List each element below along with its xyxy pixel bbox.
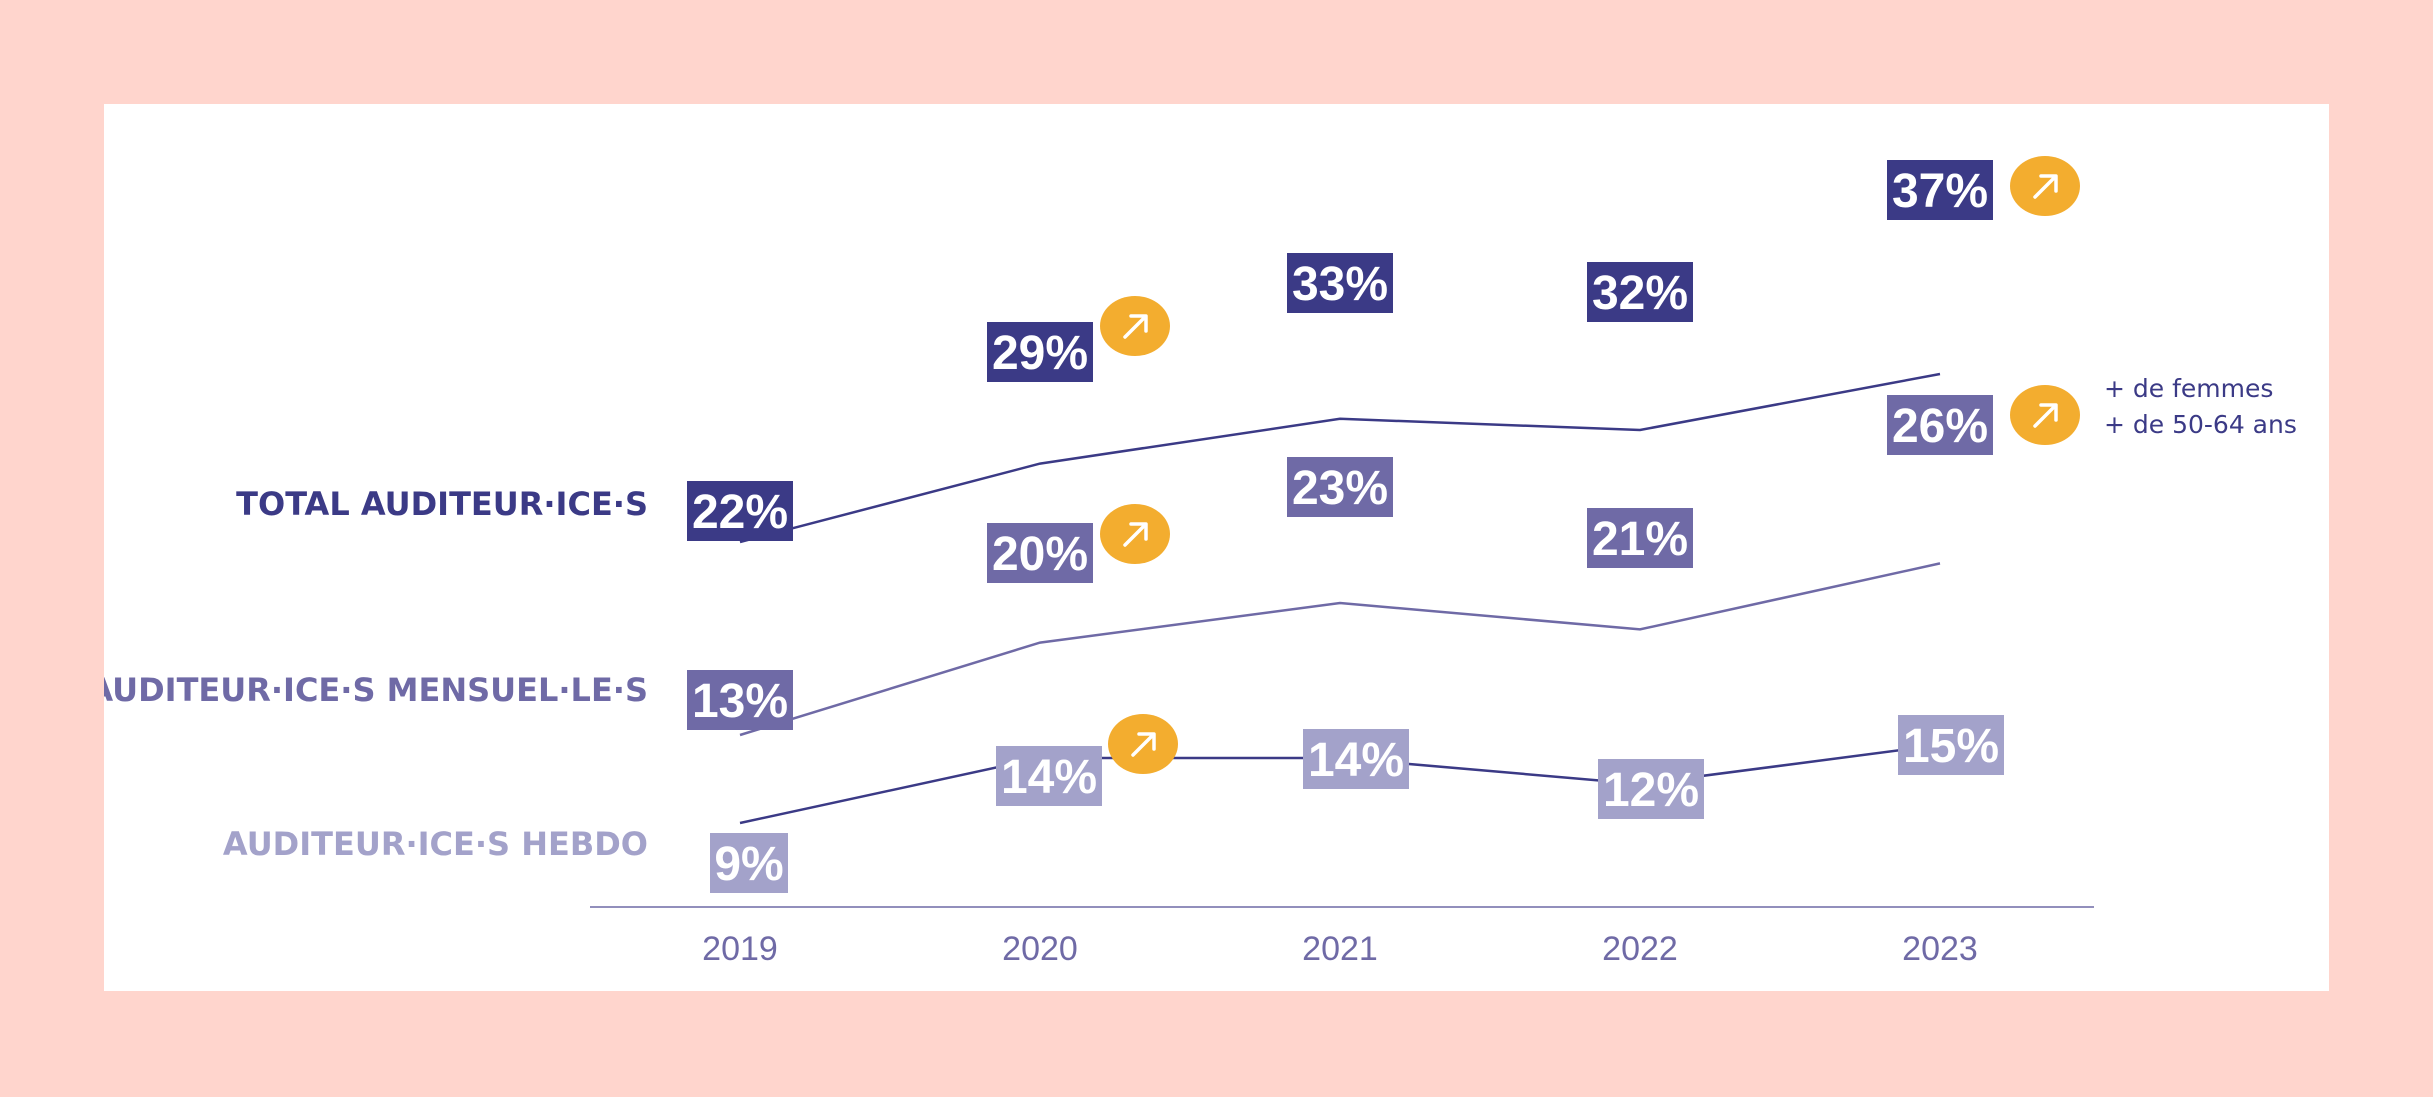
data-label-box-s2-2023 — [1887, 395, 1993, 455]
x-tick-label-2021: 2021 — [1302, 930, 1378, 968]
chart-card: 2019 2020 2021 2022 2023 TOTAL AUDITEUR·ICE·S… — [104, 104, 2329, 991]
arrow-up-right-icon — [1131, 732, 1156, 757]
series-label-2: AUDITEUR·ICE·S MENSUEL·LE·S — [104, 671, 648, 709]
data-label-box-s3-2021 — [1303, 729, 1409, 789]
data-label-box-s2-2019 — [687, 670, 793, 730]
arrow-up-right-icon — [2033, 403, 2058, 428]
data-label-s1-2020: 29% — [992, 327, 1088, 380]
data-label-box-s3-2019 — [710, 833, 788, 893]
arrow-up-right-icon — [1123, 522, 1148, 547]
data-label-s3-2020: 14% — [1001, 751, 1097, 804]
data-label-box-s3-2020 — [996, 746, 1102, 806]
annotation-line-2: + de 50-64 ans — [2104, 410, 2297, 439]
data-label-box-s1-2023 — [1887, 160, 1993, 220]
series-label-1: TOTAL AUDITEUR·ICE·S — [236, 485, 648, 523]
data-label-box-s2-2022 — [1587, 508, 1693, 568]
data-label-s3-2022: 12% — [1603, 764, 1699, 817]
data-label-s1-2022: 32% — [1592, 267, 1688, 320]
data-label-s1-2023: 37% — [1892, 165, 1988, 218]
data-label-s2-2020: 20% — [992, 528, 1088, 581]
data-label-box-s1-2020 — [987, 322, 1093, 382]
data-label-box-s3-2023 — [1898, 715, 2004, 775]
data-label-box-s1-2019 — [687, 481, 793, 541]
data-label-s1-2019: 22% — [692, 486, 788, 539]
x-tick-label-2023: 2023 — [1902, 930, 1978, 968]
annotation-line-1: + de femmes — [2104, 374, 2273, 403]
series-line-1 — [739, 372, 1941, 544]
data-label-s2-2019: 13% — [692, 675, 788, 728]
data-label-s3-2019: 9% — [714, 838, 783, 891]
data-label-box-s2-2021 — [1287, 457, 1393, 517]
data-label-s2-2022: 21% — [1592, 513, 1688, 566]
data-label-s3-2023: 15% — [1903, 720, 1999, 773]
series-label-3: AUDITEUR·ICE·S HEBDO — [223, 825, 648, 863]
data-label-s2-2021: 23% — [1292, 462, 1388, 515]
data-label-box-s3-2022 — [1598, 759, 1704, 819]
data-label-box-s1-2022 — [1587, 262, 1693, 322]
x-tick-label-2020: 2020 — [1002, 930, 1078, 968]
data-label-s2-2023: 26% — [1892, 400, 1988, 453]
data-label-box-s1-2021 — [1287, 253, 1393, 313]
arrow-up-right-icon — [2033, 174, 2058, 199]
line-chart: 2019 2020 2021 2022 2023 TOTAL AUDITEUR·ICE·S… — [104, 156, 2297, 968]
arrow-up-right-icon — [1123, 314, 1148, 339]
data-label-s1-2021: 33% — [1292, 258, 1388, 311]
data-label-box-s2-2020 — [987, 523, 1093, 583]
series-line-2 — [739, 562, 1941, 737]
data-label-s3-2021: 14% — [1308, 734, 1404, 787]
x-tick-label-2022: 2022 — [1602, 930, 1678, 968]
x-tick-label-2019: 2019 — [702, 930, 778, 968]
